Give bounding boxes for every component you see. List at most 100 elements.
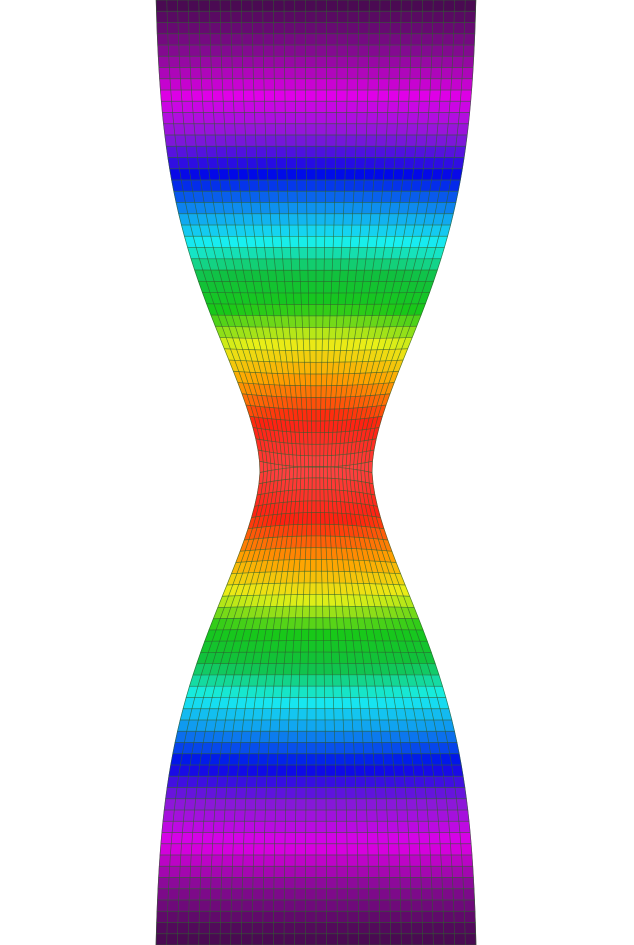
mesh-element bbox=[239, 742, 251, 755]
mesh-element bbox=[252, 877, 264, 890]
mesh-element bbox=[325, 145, 337, 158]
mesh-element bbox=[320, 547, 328, 560]
mesh-element bbox=[220, 22, 232, 35]
mesh-element bbox=[333, 708, 344, 721]
mesh-element bbox=[193, 123, 206, 136]
mesh-element bbox=[325, 809, 337, 822]
mesh-element bbox=[323, 258, 333, 271]
mesh-element bbox=[294, 22, 306, 35]
mesh-element bbox=[262, 910, 274, 923]
mesh-element bbox=[399, 44, 412, 57]
mesh-element bbox=[241, 22, 253, 35]
mesh-element bbox=[304, 373, 312, 387]
mesh-element bbox=[344, 753, 356, 766]
mesh-element bbox=[352, 190, 364, 203]
mesh-element bbox=[368, 55, 380, 68]
mesh-element bbox=[410, 44, 422, 57]
mesh-element bbox=[324, 697, 335, 709]
mesh-element bbox=[232, 89, 245, 102]
mesh-element bbox=[319, 477, 325, 490]
mesh-element bbox=[273, 10, 285, 23]
mesh-element bbox=[346, 112, 358, 125]
mesh-element bbox=[325, 179, 336, 192]
mesh-element bbox=[184, 798, 197, 811]
mesh-element bbox=[386, 809, 398, 822]
mesh-element bbox=[325, 134, 337, 147]
mesh-element bbox=[236, 775, 248, 788]
mesh-column-line bbox=[198, 0, 276, 945]
mesh-element bbox=[367, 78, 379, 91]
mesh-element bbox=[442, 888, 454, 901]
mesh-element bbox=[378, 55, 390, 68]
mesh-element bbox=[362, 742, 374, 755]
mesh-element bbox=[325, 100, 337, 113]
mesh-element bbox=[389, 22, 402, 35]
mesh-element bbox=[267, 742, 279, 755]
mesh-element bbox=[398, 854, 411, 867]
mesh-element bbox=[188, 22, 200, 35]
mesh-element bbox=[420, 44, 433, 57]
mesh-element bbox=[282, 663, 293, 676]
mesh-element bbox=[165, 787, 178, 800]
mesh-element bbox=[189, 55, 202, 68]
mesh-element bbox=[311, 408, 317, 422]
mesh-element bbox=[244, 123, 256, 136]
mesh-element bbox=[326, 877, 338, 890]
mesh-element bbox=[297, 708, 308, 721]
mesh-element bbox=[421, 10, 434, 23]
mesh-element bbox=[415, 134, 428, 147]
mesh-element bbox=[307, 258, 317, 271]
mesh-element bbox=[252, 888, 264, 901]
mesh-vertical-lines bbox=[155, 0, 477, 945]
mesh-element bbox=[426, 809, 439, 822]
mesh-element bbox=[199, 44, 212, 57]
mesh-element bbox=[439, 89, 452, 102]
mesh-element bbox=[378, 888, 391, 901]
mesh-column-line bbox=[208, 0, 279, 945]
mesh-element bbox=[241, 922, 253, 935]
mesh-column-line bbox=[353, 0, 424, 945]
mesh-element bbox=[235, 787, 247, 800]
mesh-element bbox=[298, 236, 308, 248]
mesh-element bbox=[411, 922, 423, 935]
mesh-element bbox=[209, 753, 221, 766]
mesh-element bbox=[347, 10, 359, 23]
mesh-element bbox=[356, 112, 368, 125]
mesh-element bbox=[229, 179, 241, 192]
mesh-element bbox=[322, 304, 331, 317]
mesh-element bbox=[315, 145, 327, 158]
mesh-element bbox=[338, 281, 348, 294]
mesh-element bbox=[350, 697, 361, 709]
mesh-element bbox=[199, 899, 211, 912]
mesh-element bbox=[315, 269, 325, 282]
mesh-element bbox=[366, 112, 378, 125]
mesh-element bbox=[273, 55, 285, 68]
mesh-element bbox=[405, 798, 418, 811]
mesh-element bbox=[379, 933, 391, 945]
mesh-element bbox=[453, 0, 466, 12]
mesh-element bbox=[275, 775, 287, 788]
mesh-element bbox=[220, 910, 232, 923]
mesh-element bbox=[177, 910, 190, 923]
mesh-element bbox=[450, 78, 463, 91]
mesh-element bbox=[305, 865, 317, 878]
mesh-element bbox=[366, 100, 379, 113]
mesh-element bbox=[276, 764, 288, 777]
mesh-element bbox=[315, 523, 322, 537]
mesh-element bbox=[453, 899, 465, 912]
mesh-element bbox=[315, 67, 327, 80]
mesh-element bbox=[371, 190, 383, 203]
mesh-element bbox=[263, 236, 274, 248]
mesh-element bbox=[167, 888, 180, 901]
mesh-element bbox=[368, 888, 380, 901]
mesh-element bbox=[336, 933, 349, 945]
mesh-element bbox=[261, 224, 273, 237]
mesh-element bbox=[200, 865, 212, 878]
mesh-element bbox=[305, 145, 317, 158]
mesh-element bbox=[264, 100, 276, 113]
mesh-element bbox=[335, 787, 347, 800]
mesh-element bbox=[420, 55, 433, 68]
mesh-element bbox=[379, 10, 391, 23]
mesh-element bbox=[400, 899, 412, 912]
mesh-element bbox=[257, 168, 269, 181]
